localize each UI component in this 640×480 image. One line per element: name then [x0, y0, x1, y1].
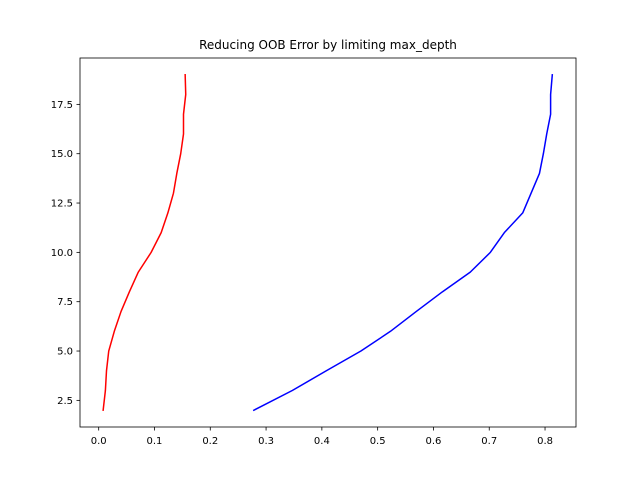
- x-tick-label: 0.8: [537, 436, 553, 447]
- x-tick-label: 0.6: [425, 436, 441, 447]
- x-tick-label: 0.5: [370, 436, 386, 447]
- x-tick-label: 0.1: [147, 436, 163, 447]
- x-tick-label: 0.3: [258, 436, 274, 447]
- y-tick-label: 10.0: [51, 248, 73, 259]
- y-tick-label: 12.5: [51, 199, 73, 210]
- x-tick-label: 0.2: [202, 436, 218, 447]
- chart-title: Reducing OOB Error by limiting max_depth: [199, 38, 457, 52]
- plot-frame: [79, 57, 577, 428]
- y-tick-label: 7.5: [57, 297, 73, 308]
- x-tick-label: 0.4: [314, 436, 330, 447]
- y-tick-label: 15.0: [51, 149, 73, 160]
- y-tick-label: 2.5: [57, 396, 73, 407]
- x-tick-label: 0.7: [481, 436, 497, 447]
- series-layer: [102, 73, 554, 412]
- series-line-2: [252, 73, 554, 412]
- y-axis: 2.5 5.0 7.5 10.0 12.5 15.0 17.5: [51, 100, 80, 407]
- series-line-1: [102, 73, 187, 412]
- x-tick-label: 0.0: [91, 436, 107, 447]
- x-axis: 0.0 0.1 0.2 0.3 0.4 0.5 0.6 0.7 0.8: [91, 427, 553, 447]
- y-tick-label: 5.0: [57, 347, 73, 358]
- y-tick-label: 17.5: [51, 100, 73, 111]
